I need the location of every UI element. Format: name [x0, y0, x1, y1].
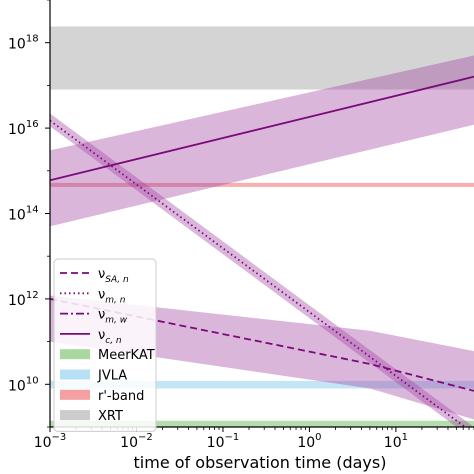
- x-tick-label-0: 10−3: [34, 432, 67, 451]
- x-tick-label-3: 100: [297, 432, 321, 451]
- x-tick-label-4: 101: [384, 432, 408, 451]
- band-meerkat: [50, 420, 474, 427]
- y-tick-label-2: 1014: [8, 205, 39, 224]
- series-lines: [50, 75, 474, 427]
- legend-swatch-3: [60, 410, 90, 421]
- y-tick-label-3: 1016: [8, 119, 39, 138]
- x-axis-label: time of observation time (days): [134, 453, 387, 472]
- legend-label-band-3: XRT: [98, 409, 123, 424]
- y-tick-label-0: 1010: [8, 375, 39, 394]
- band-xrt: [50, 26, 474, 90]
- legend-swatch-0: [60, 349, 90, 360]
- series-line-0: [50, 298, 474, 392]
- band-jvla: [50, 380, 474, 389]
- legend-label-band-1: JVLA: [97, 369, 127, 384]
- legend-swatch-2: [60, 389, 90, 400]
- legend-label-band-2: r'-band: [98, 389, 144, 404]
- x-tick-label-2: 10−1: [207, 432, 240, 451]
- legend-label-band-0: MeerKAT: [98, 348, 155, 363]
- legend-swatch-1: [60, 369, 90, 380]
- legend: νSA, nνm, nνm, wνc, nMeerKATJVLAr'-bandX…: [53, 258, 157, 432]
- series-fill-1: [50, 113, 474, 427]
- legend-box: [53, 258, 157, 432]
- series-line-3: [50, 75, 474, 182]
- y-tick-label-4: 1018: [8, 34, 39, 53]
- band-r-band: [50, 182, 474, 187]
- x-tick-label-1: 10−2: [120, 432, 153, 451]
- y-tick-label-1: 1012: [8, 290, 39, 309]
- bands-layer: [50, 26, 474, 427]
- series-fill-3: [50, 55, 474, 227]
